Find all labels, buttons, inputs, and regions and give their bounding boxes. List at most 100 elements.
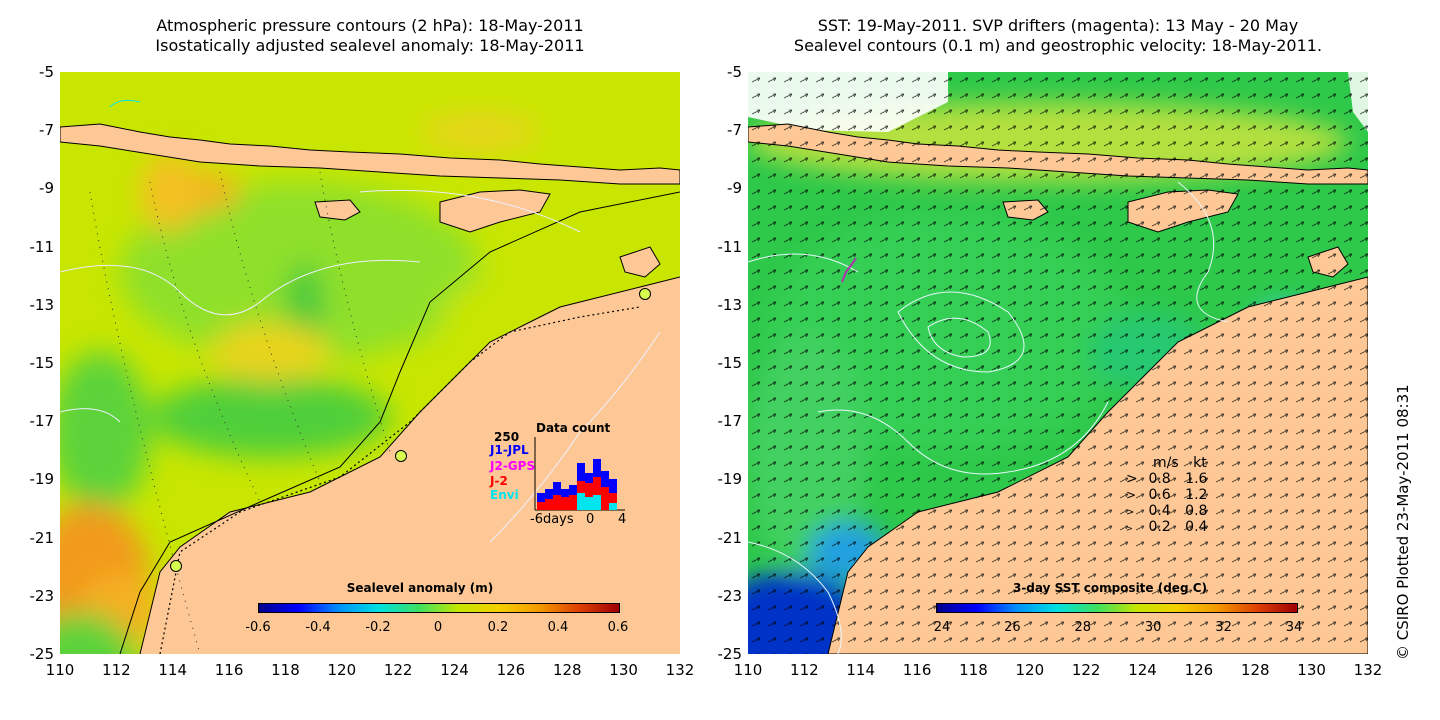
x-tick-label: 118	[271, 661, 300, 679]
x-tick-label: 122	[383, 661, 413, 679]
y-tick-label: -25	[717, 645, 743, 663]
x-tick-label: 112	[102, 661, 131, 679]
x-tick-label: 130	[1297, 661, 1326, 679]
y-tick-label: -17	[29, 412, 55, 431]
x-tick-label: 116	[214, 661, 244, 679]
left-map-title: Atmospheric pressure contours (2 hPa): 1…	[60, 16, 680, 56]
data-count-x-left: -6days	[530, 512, 574, 527]
sealevel-anomaly-map	[60, 72, 680, 654]
y-tick-label: -21	[717, 528, 743, 547]
colorbar-tick-label: 30	[1144, 620, 1162, 635]
y-tick-label: -23	[717, 586, 743, 605]
x-tick-label: 120	[1015, 661, 1045, 679]
x-tick-label: 112	[790, 661, 819, 679]
y-tick-label: -9	[39, 179, 54, 198]
velocity-legend-kt: 1.6	[1185, 471, 1208, 487]
copyright-notice: © CSIRO Plotted 23-May-2011 08:31	[1394, 384, 1412, 660]
velocity-legend-ms: 0.2	[1148, 519, 1171, 535]
x-tick-label: 130	[609, 661, 638, 679]
y-tick-label: -11	[29, 237, 55, 256]
colorbar-tick-label: -0.6	[245, 620, 271, 635]
x-tick-label: 114	[846, 661, 876, 679]
sealevel-colorbar	[258, 603, 620, 613]
y-tick-label: -19	[717, 470, 743, 489]
velocity-legend-row: > 0.4 0.8	[1126, 503, 1207, 519]
x-tick-label: 132	[665, 661, 695, 679]
x-tick-label: 126	[1184, 661, 1214, 679]
velocity-legend-ms: 0.4	[1148, 503, 1171, 519]
sst-map-graphic	[748, 72, 1368, 654]
velocity-legend-ms: 0.8	[1148, 471, 1171, 487]
velocity-legend-kt: 1.2	[1185, 487, 1208, 503]
left-title-line2: Isostatically adjusted sealevel anomaly:…	[155, 36, 585, 55]
x-tick-label: 114	[158, 661, 188, 679]
data-count-max-label: 250	[494, 430, 520, 444]
velocity-arrow-icon: >	[1126, 507, 1135, 518]
velocity-legend-kt: 0.4	[1185, 519, 1208, 535]
colorbar-tick-label: 24	[933, 620, 951, 635]
velocity-legend-header-kt: kt	[1193, 455, 1207, 471]
y-tick-label: -15	[29, 354, 55, 372]
colorbar-tick-label: 0.6	[607, 620, 629, 635]
y-tick-label: -7	[39, 121, 54, 140]
sealevel-anomaly-map-graphic	[60, 72, 680, 654]
right-title-line1: SST: 19-May-2011. SVP drifters (magenta)…	[817, 16, 1299, 35]
data-count-series-j1-jpl: J1-JPL	[490, 443, 529, 457]
data-count-series-j2-gps: J2-GPS	[490, 459, 536, 473]
y-tick-label: -5	[727, 63, 742, 81]
y-tick-label: -7	[727, 121, 742, 140]
velocity-legend-header-ms: m/s	[1153, 455, 1179, 471]
velocity-arrow-icon: >	[1126, 524, 1133, 533]
x-tick-label: 118	[959, 661, 988, 679]
data-count-x-mid: 0	[586, 512, 595, 527]
velocity-legend-row: > 0.2 0.4	[1126, 519, 1207, 535]
x-tick-label: 110	[733, 661, 763, 679]
colorbar-tick-label: -0.2	[365, 620, 391, 635]
velocity-legend-kt: 0.8	[1185, 503, 1208, 519]
x-tick-label: 124	[1128, 661, 1157, 679]
data-count-histogram	[534, 437, 625, 511]
colorbar-tick-label: 0	[433, 620, 443, 635]
data-count-title: Data count	[536, 421, 611, 435]
colorbar-tick-label: 32	[1215, 620, 1232, 635]
y-tick-label: -21	[29, 528, 55, 547]
y-tick-label: -19	[29, 470, 55, 489]
x-tick-label: 128	[1240, 661, 1270, 679]
y-tick-label: -25	[29, 645, 55, 663]
x-tick-label: 126	[496, 661, 526, 679]
colorbar-tick-label: 0.2	[487, 620, 509, 635]
y-tick-label: -15	[717, 354, 743, 372]
y-tick-label: -5	[39, 63, 54, 81]
x-tick-label: 132	[1353, 661, 1383, 679]
y-tick-label: -17	[717, 412, 743, 431]
right-title-line2: Sealevel contours (0.1 m) and geostrophi…	[793, 36, 1323, 55]
y-tick-label: -11	[717, 237, 743, 256]
colorbar-tick-label: 34	[1285, 620, 1303, 635]
colorbar-tick-label: -0.4	[305, 620, 331, 635]
colorbar-tick-label: 0.4	[547, 620, 569, 635]
data-count-x-right: 4	[618, 512, 627, 527]
sst-colorbar-title: 3-day SST composite (deg C)	[1012, 581, 1208, 595]
x-tick-label: 116	[902, 661, 932, 679]
velocity-legend-row: > 0.8 1.6	[1126, 471, 1207, 487]
x-tick-label: 128	[552, 661, 582, 679]
colorbar-tick-label: 28	[1074, 620, 1092, 635]
x-tick-label: 122	[1071, 661, 1101, 679]
y-tick-label: -23	[29, 586, 55, 605]
data-count-series-envi: Envi	[490, 488, 519, 502]
sealevel-colorbar-title: Sealevel anomaly (m)	[346, 581, 494, 595]
sst-colorbar	[936, 603, 1298, 613]
left-title-line1: Atmospheric pressure contours (2 hPa): 1…	[156, 16, 584, 35]
sst-map	[748, 72, 1368, 654]
velocity-arrow-icon: >	[1126, 488, 1137, 502]
right-map-title: SST: 19-May-2011. SVP drifters (magenta)…	[748, 16, 1368, 56]
y-tick-label: -9	[727, 179, 742, 198]
velocity-legend-row: > 0.6 1.2	[1126, 487, 1207, 503]
velocity-legend-ms: 0.6	[1148, 487, 1171, 503]
x-tick-label: 124	[440, 661, 469, 679]
colorbar-tick-label: 26	[1004, 620, 1021, 635]
x-tick-label: 120	[327, 661, 357, 679]
x-tick-label: 110	[45, 661, 75, 679]
y-tick-label: -13	[717, 295, 743, 314]
data-count-series-j-2: J-2	[490, 474, 508, 488]
